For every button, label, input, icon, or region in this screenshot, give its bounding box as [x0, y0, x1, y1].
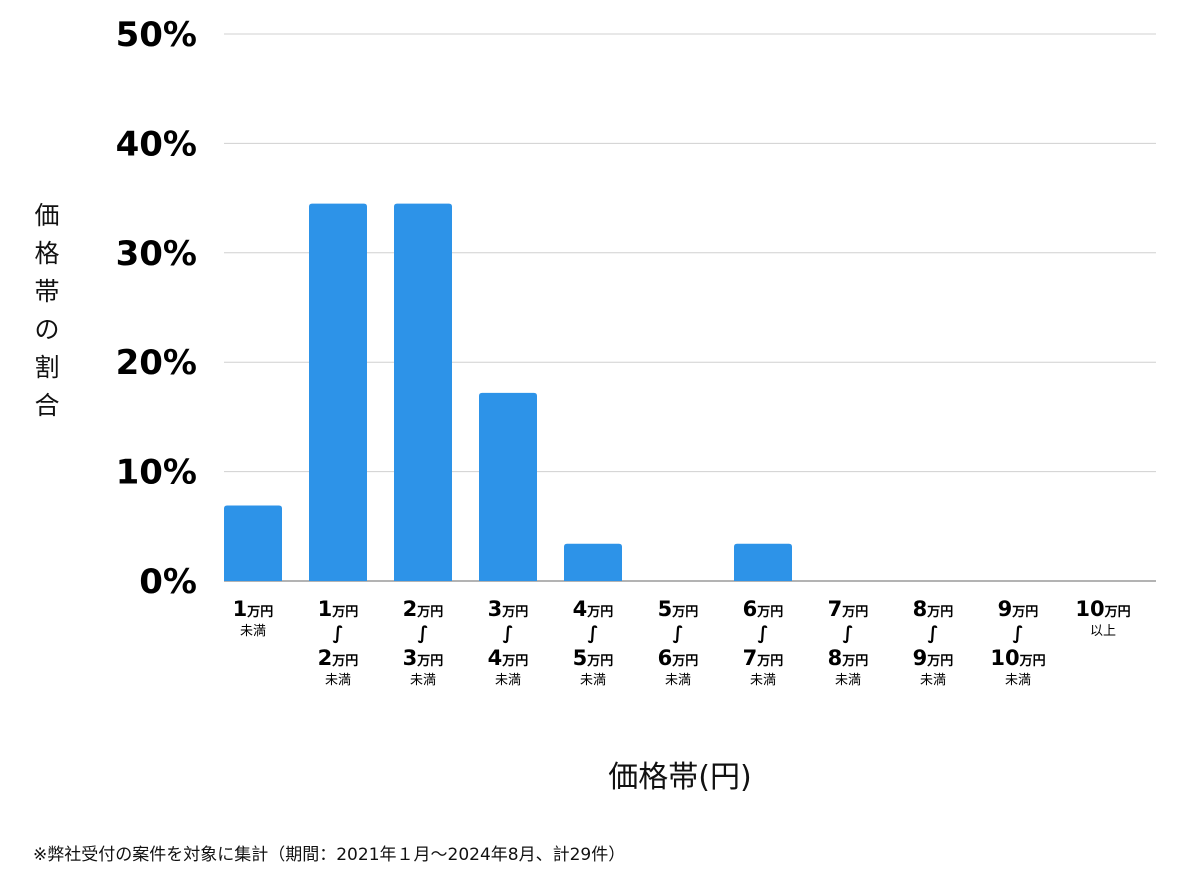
- x-tick-suffix: 未満: [495, 673, 521, 688]
- x-tick-range-mark: ∫: [758, 623, 769, 644]
- x-tick-value: 10万円: [990, 646, 1045, 670]
- bars: [224, 203, 792, 581]
- x-tick-range-mark: ∫: [588, 623, 599, 644]
- y-tick-label: 30%: [116, 234, 197, 274]
- x-tick-suffix: 未満: [835, 673, 861, 688]
- x-tick-suffix: 未満: [920, 673, 946, 688]
- bar: [394, 203, 452, 581]
- footnote: ※弊社受付の案件を対象に集計（期間：2021年１月～2024年8月、計29件）: [33, 845, 626, 865]
- x-tick-value: 10万円: [1075, 597, 1130, 621]
- x-tick-suffix: 未満: [1005, 673, 1031, 688]
- x-tick-value: 1万円: [318, 597, 359, 621]
- y-axis-label-char: 格: [34, 239, 60, 268]
- y-tick-label: 0%: [139, 562, 197, 602]
- x-tick-value: 4万円: [573, 597, 614, 621]
- x-tick-value: 5万円: [658, 597, 699, 621]
- x-tick-suffix: 未満: [240, 624, 266, 639]
- y-axis-label-char: 価: [34, 201, 60, 230]
- bar: [734, 543, 792, 581]
- x-tick-value: 6万円: [658, 646, 699, 670]
- x-tick-range-mark: ∫: [1013, 623, 1024, 644]
- x-axis-label: 価格帯(円): [608, 760, 752, 795]
- x-tick-value: 7万円: [828, 597, 869, 621]
- gridlines: [224, 33, 1156, 582]
- bar: [309, 203, 367, 581]
- y-axis-label-char: の: [34, 315, 60, 344]
- x-tick-value: 1万円: [233, 597, 274, 621]
- x-tick-value: 6万円: [743, 597, 784, 621]
- y-axis-ticks: 0% 10% 20% 30% 40% 50%: [116, 15, 197, 602]
- x-tick-suffix: 未満: [580, 673, 606, 688]
- x-tick-range-mark: ∫: [843, 623, 854, 644]
- x-tick-value: 3万円: [488, 597, 529, 621]
- x-tick-suffix: 未満: [410, 673, 436, 688]
- x-tick-suffix: 未満: [665, 673, 691, 688]
- x-tick-value: 2万円: [318, 646, 359, 670]
- x-tick-value: 5万円: [573, 646, 614, 670]
- x-tick-range-mark: ∫: [333, 623, 344, 644]
- x-tick-range-mark: ∫: [673, 623, 684, 644]
- x-tick-value: 2万円: [403, 597, 444, 621]
- y-tick-label: 20%: [116, 343, 197, 383]
- y-tick-label: 50%: [116, 15, 197, 55]
- x-axis-ticks: 1万円未満1万円∫2万円未満2万円∫3万円未満3万円∫4万円未満4万円∫5万円未…: [233, 597, 1131, 688]
- y-axis-label-char: 割: [34, 353, 60, 382]
- bar: [564, 543, 622, 581]
- x-tick-suffix: 未満: [325, 673, 351, 688]
- x-tick-value: 8万円: [913, 597, 954, 621]
- y-tick-label: 40%: [116, 124, 197, 164]
- y-axis-label-char: 合: [34, 391, 60, 420]
- bar: [224, 505, 282, 581]
- x-tick-value: 3万円: [403, 646, 444, 670]
- y-axis-label-char: 帯: [34, 277, 60, 306]
- x-tick-value: 7万円: [743, 646, 784, 670]
- x-tick-range-mark: ∫: [503, 623, 514, 644]
- x-tick-value: 9万円: [913, 646, 954, 670]
- bar: [479, 392, 537, 581]
- x-tick-value: 4万円: [488, 646, 529, 670]
- x-tick-value: 9万円: [998, 597, 1039, 621]
- x-tick-suffix: 未満: [750, 673, 776, 688]
- y-tick-label: 10%: [116, 453, 197, 493]
- x-tick-range-mark: ∫: [928, 623, 939, 644]
- x-tick-range-mark: ∫: [418, 623, 429, 644]
- x-tick-suffix: 以上: [1090, 624, 1116, 639]
- x-tick-value: 8万円: [828, 646, 869, 670]
